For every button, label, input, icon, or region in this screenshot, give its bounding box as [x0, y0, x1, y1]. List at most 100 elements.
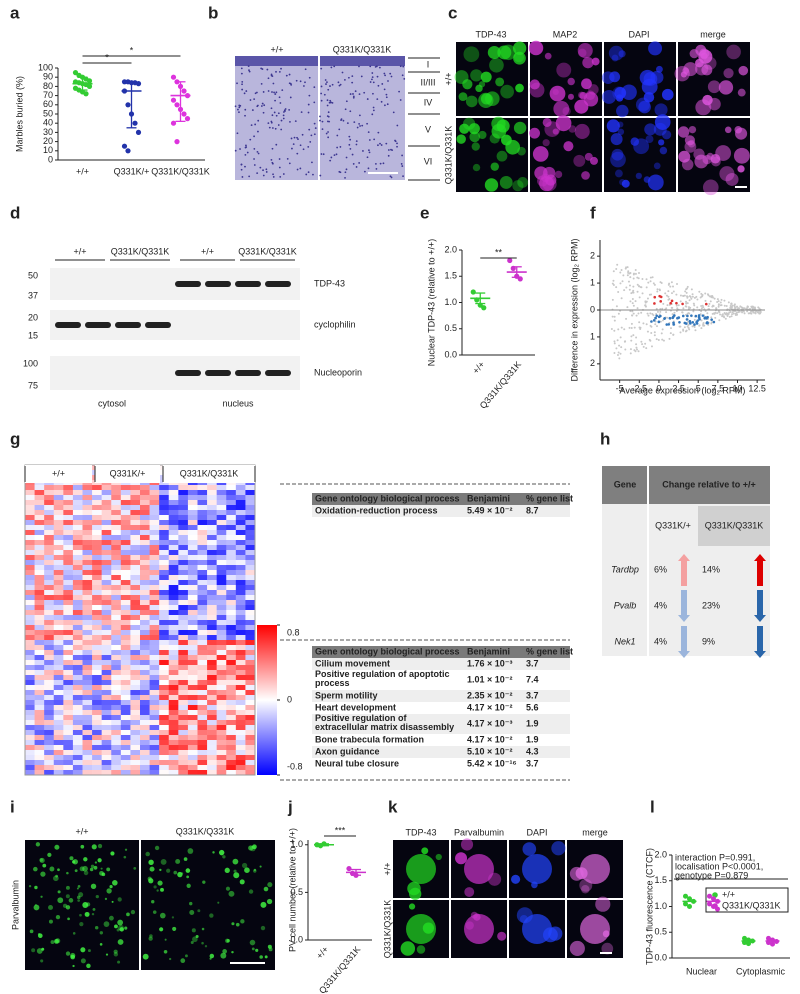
heatmap-cell — [101, 565, 112, 571]
heatmap-cell — [226, 695, 237, 701]
heatmap-cell — [25, 765, 35, 771]
heatmap-cell — [53, 550, 64, 556]
heatmap-cell — [72, 520, 83, 526]
heatmap-cell — [25, 615, 35, 621]
heatmap-cell — [159, 520, 170, 526]
heatmap-cell — [120, 585, 131, 591]
cell-texture — [89, 867, 94, 872]
heatmap-cell — [82, 680, 93, 686]
scatter-texture — [648, 293, 651, 296]
heatmap-cell — [111, 640, 122, 646]
heatmap-cell — [82, 585, 93, 591]
heatmap-cell — [92, 595, 102, 601]
heatmap-cell — [207, 750, 217, 756]
cell-texture — [103, 921, 110, 928]
table-cell: Positive regulation of extracellular matr… — [315, 713, 454, 732]
x-tick-label: Q331K/Q331K — [151, 166, 210, 176]
heatmap-cell — [92, 640, 102, 646]
heatmap-cell — [207, 685, 217, 691]
heatmap-cell — [168, 640, 179, 646]
protein-label: TDP-43 — [314, 278, 345, 288]
table-cell: 5.49 × 10⁻² — [467, 505, 513, 515]
heatmap-cell — [187, 555, 198, 561]
cell-texture — [471, 142, 480, 151]
cell-texture — [589, 156, 598, 165]
cell-texture — [327, 88, 330, 91]
heatmap-cell — [226, 505, 237, 511]
heatmap-cell — [149, 630, 160, 636]
heatmap-cell — [101, 610, 112, 616]
heatmap-cell — [168, 760, 179, 766]
cell-texture — [401, 165, 404, 167]
heatmap-cell — [34, 770, 45, 776]
cell-texture — [290, 83, 293, 86]
heatmap-cell — [140, 535, 150, 541]
heatmap-cell — [72, 485, 83, 491]
scatter-texture — [656, 310, 659, 313]
scatter-texture — [685, 305, 688, 308]
scatter-texture — [628, 284, 631, 287]
data-point — [766, 935, 771, 941]
heatmap-cell — [226, 680, 237, 686]
cell-texture — [148, 859, 154, 866]
heatmap-cell — [197, 700, 208, 706]
heatmap-cell — [120, 535, 131, 541]
heatmap-cell — [197, 505, 208, 511]
heatmap-cell — [168, 585, 179, 591]
heatmap-cell — [111, 765, 122, 771]
heatmap-cell — [130, 500, 141, 506]
heatmap-cell — [226, 615, 237, 621]
heatmap-cell — [168, 645, 179, 651]
heatmap-cell — [140, 545, 150, 551]
heatmap-cell — [168, 755, 179, 761]
cell-texture — [344, 171, 347, 174]
y-tick-label: 2.0 — [444, 244, 457, 254]
heatmap-cell — [235, 750, 246, 756]
cell-texture — [352, 96, 355, 99]
data-point — [470, 289, 476, 295]
heatmap-cell — [197, 485, 208, 491]
cell-texture — [272, 82, 275, 85]
layer-label: V — [425, 124, 431, 134]
cell-texture — [238, 106, 241, 109]
heatmap-cell — [92, 590, 102, 596]
cell-texture — [702, 179, 719, 196]
table-cell: 5.42 × 10⁻¹⁶ — [467, 758, 517, 768]
heatmap-cell — [34, 640, 45, 646]
scatter-texture — [659, 310, 662, 313]
heatmap-cell — [53, 635, 64, 641]
x-tick-label: 0 — [656, 383, 661, 393]
cell-texture — [338, 128, 341, 131]
heatmap-cell — [82, 485, 93, 491]
heatmap-cell — [226, 490, 237, 496]
heatmap-cell — [245, 725, 256, 731]
heatmap-cell — [92, 500, 102, 506]
cell-texture — [491, 123, 507, 139]
heatmap-cell — [130, 720, 141, 726]
cell-texture — [379, 142, 381, 145]
heatmap-cell — [63, 755, 74, 761]
scatter-texture — [647, 314, 650, 317]
heatmap-cell — [82, 730, 93, 736]
y-tick-label: 0.0 — [444, 349, 457, 359]
heatmap-cell — [187, 725, 198, 731]
heatmap-cell — [82, 665, 93, 671]
subheader-cell: Q331K/Q331K — [705, 520, 764, 530]
cell-texture — [542, 139, 550, 147]
scatter-texture — [708, 302, 711, 305]
heatmap-cell — [178, 690, 189, 696]
heatmap-cell — [178, 650, 189, 656]
cell-texture — [212, 851, 215, 854]
cell-texture — [358, 114, 361, 117]
heatmap-cell — [159, 545, 170, 551]
heatmap-cell — [245, 510, 256, 516]
heatmap-cell — [101, 520, 112, 526]
heatmap-cell — [168, 620, 179, 626]
scatter-texture — [615, 347, 618, 350]
heatmap-cell — [25, 710, 35, 716]
heatmap-cell — [207, 530, 217, 536]
scatter-texture — [660, 332, 663, 335]
heatmap-cell — [92, 530, 102, 536]
heatmap-cell — [120, 705, 131, 711]
heatmap-cell — [216, 730, 227, 736]
